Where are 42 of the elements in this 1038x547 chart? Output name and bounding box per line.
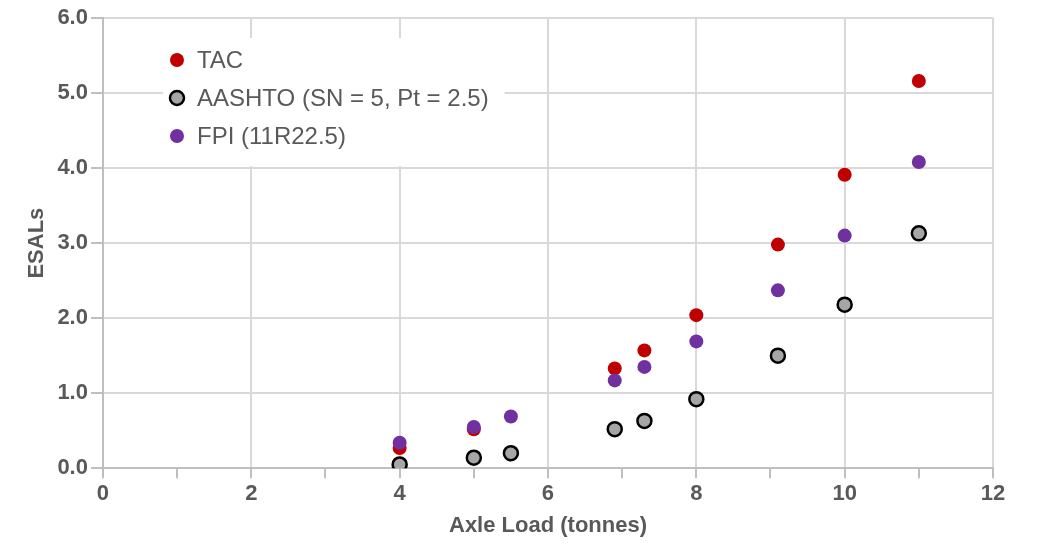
point	[689, 334, 704, 349]
y-tick-label: 3.0	[57, 229, 88, 255]
point	[636, 412, 653, 430]
y-tick-label: 5.0	[57, 79, 88, 105]
x-tick-label: 0	[96, 480, 110, 506]
point	[911, 155, 926, 170]
point	[689, 308, 704, 323]
point	[836, 296, 853, 313]
point	[837, 228, 852, 243]
point	[769, 347, 787, 364]
point	[910, 225, 928, 242]
x-tick-label: 4	[393, 480, 407, 506]
x-tick-label: 2	[245, 480, 258, 506]
point	[465, 449, 483, 466]
y-axis-title: ESALs	[23, 207, 49, 279]
x-tick-label: 8	[690, 480, 703, 506]
point	[837, 167, 852, 182]
point	[688, 390, 705, 408]
point	[770, 237, 785, 252]
y-tick-label: 1.0	[57, 379, 88, 405]
point	[911, 74, 926, 89]
legend-label: AASHTO (SN = 5, Pt = 2.5)	[196, 83, 489, 111]
legend-label: FPI (11R22.5)	[196, 121, 346, 149]
x-axis-title: Axle Load (tonnes)	[448, 511, 647, 537]
y-tick-label: 0.0	[57, 454, 88, 480]
point	[607, 373, 622, 388]
point	[392, 435, 407, 450]
y-tick-label: 4.0	[57, 154, 88, 180]
point	[637, 343, 652, 358]
point	[606, 420, 623, 438]
point	[637, 359, 652, 374]
x-tick-label: 10	[832, 480, 857, 506]
point	[502, 444, 520, 462]
point	[607, 361, 622, 376]
y-tick-label: 2.0	[57, 304, 88, 330]
point	[770, 283, 785, 298]
point	[391, 456, 408, 469]
x-tick-label: 6	[541, 480, 555, 506]
point	[503, 409, 518, 424]
x-tick-label: 12	[980, 480, 1006, 506]
y-tick-label: 6.0	[57, 4, 88, 30]
legend-label: TAC	[196, 45, 244, 73]
